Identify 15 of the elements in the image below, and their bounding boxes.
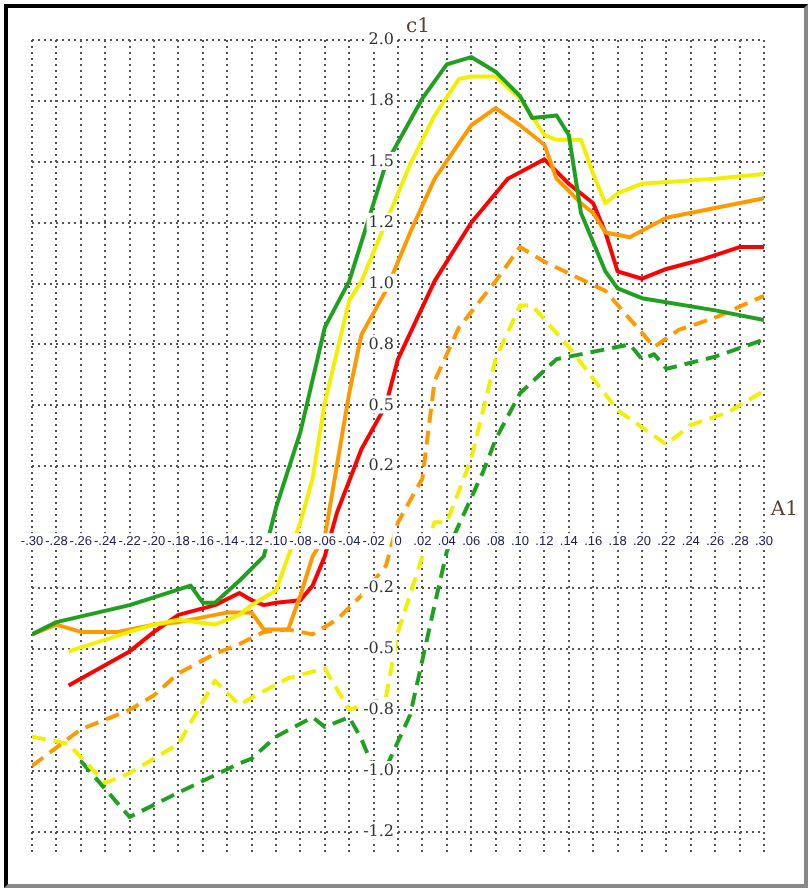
y-tick-label: 1.8 [368,91,394,110]
y-tick-label: -0.5 [363,639,394,658]
y-tick-label: -1.0 [363,760,394,779]
y-axis-title: c1 [406,16,430,38]
y-tick-label: -0.2 [363,578,394,597]
y-tick-label: -1.2 [363,821,394,840]
y-tick-label: -0.8 [363,700,394,719]
y-tick-label: 1.5 [368,151,394,170]
x-axis-title: A1 [768,499,798,522]
y-tick-label: 2.0 [368,30,394,49]
y-tick-label: 1.2 [368,212,394,231]
y-tick-label: 0.8 [368,334,394,353]
y-tick-label: 1.0 [368,273,394,292]
y-tick-label: 0.2 [368,456,394,475]
y-tick-label: 0.5 [368,395,394,414]
